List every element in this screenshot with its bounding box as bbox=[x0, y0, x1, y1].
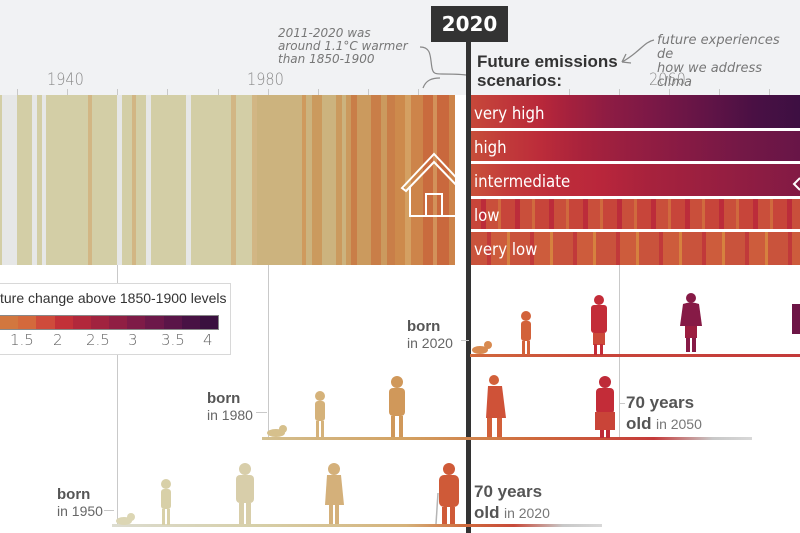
axis-tick bbox=[17, 89, 18, 95]
axis-tick bbox=[368, 89, 369, 95]
axis-tick bbox=[167, 89, 168, 95]
connector bbox=[461, 340, 469, 341]
axis-label-1940: 1940 bbox=[47, 70, 84, 90]
timeline-1980 bbox=[262, 437, 752, 440]
scenario-divider bbox=[468, 161, 800, 164]
year-marker-2020: 2020 bbox=[431, 6, 508, 42]
scenario-label-intermediate: intermediate bbox=[474, 172, 571, 192]
legend-title: ture change above 1850-1900 levels bbox=[0, 290, 227, 306]
legend-tick: 2 bbox=[53, 331, 63, 349]
climate-stripes-historical bbox=[0, 95, 800, 265]
child-icon bbox=[161, 479, 171, 525]
legend-tick: 4 bbox=[203, 331, 213, 349]
axis-tick bbox=[318, 89, 319, 95]
age-70-in-2050-label: 70 years old in 2050 bbox=[626, 393, 702, 433]
age-70-in-2020-label: 70 years old in 2020 bbox=[474, 482, 550, 522]
axis-tick bbox=[268, 89, 269, 95]
born-1950-label: born in 1950 bbox=[57, 486, 103, 519]
note-future: future experiences de how we address cli… bbox=[657, 33, 780, 90]
legend-colorbar bbox=[0, 315, 219, 330]
adult-icon bbox=[680, 293, 702, 352]
axis-label-2060: 2060 bbox=[649, 70, 686, 90]
baby-icon bbox=[472, 341, 492, 354]
scenario-label-very-low: very low bbox=[474, 240, 538, 260]
legend-tick: 3 bbox=[128, 331, 138, 349]
scenario-divider bbox=[468, 196, 800, 199]
diamond-marker-icon bbox=[792, 177, 800, 191]
scenario-stripes-high bbox=[467, 129, 800, 163]
baby-icon bbox=[267, 425, 287, 437]
timeline-2020 bbox=[470, 354, 800, 357]
axis-tick bbox=[669, 89, 670, 95]
child-icon bbox=[521, 311, 531, 355]
born-1980-label: born in 1980 bbox=[207, 390, 253, 423]
scenario-label-high: high bbox=[474, 138, 507, 158]
elder-with-cane-icon bbox=[435, 463, 459, 525]
child-icon bbox=[315, 391, 325, 437]
scenario-stripes-very-high bbox=[467, 95, 800, 129]
adult-icon bbox=[389, 376, 405, 437]
scenario-stripes-very-low bbox=[467, 231, 800, 265]
axis-tick bbox=[117, 89, 118, 95]
axis-tick bbox=[719, 89, 720, 95]
adult-icon bbox=[591, 295, 607, 355]
connector bbox=[104, 510, 114, 511]
connector bbox=[256, 412, 267, 413]
legend-tick: 3.5 bbox=[161, 331, 185, 349]
scenario-divider bbox=[468, 229, 800, 232]
scenario-label-low: low bbox=[474, 206, 500, 226]
scenario-stripes-intermediate bbox=[467, 163, 800, 197]
header-band bbox=[0, 0, 800, 95]
gridline-1980 bbox=[268, 265, 269, 440]
axis-label-1980: 1980 bbox=[247, 70, 284, 90]
color-legend: ture change above 1850-1900 levels 1.5 2… bbox=[0, 283, 231, 355]
arrow-left-icon bbox=[621, 39, 655, 64]
future-scenarios-title: Future emissions scenarios: bbox=[477, 52, 618, 90]
scenario-stripes-low bbox=[467, 197, 800, 231]
adult-icon bbox=[792, 304, 800, 334]
axis-tick bbox=[418, 89, 419, 95]
axis-tick bbox=[619, 89, 620, 95]
year-marker-line bbox=[466, 42, 471, 533]
adult-icon bbox=[236, 463, 254, 524]
adult-icon bbox=[486, 375, 506, 437]
elder-icon bbox=[595, 376, 615, 438]
bracket-icon bbox=[419, 46, 467, 89]
legend-tick: 1.5 bbox=[10, 331, 34, 349]
scenario-divider bbox=[468, 128, 800, 131]
scenario-label-very-high: very high bbox=[474, 104, 545, 124]
axis-tick bbox=[569, 89, 570, 95]
legend-tick: 2.5 bbox=[86, 331, 110, 349]
axis-tick bbox=[769, 89, 770, 95]
note-past-warming: 2011-2020 was around 1.1°C warmer than 1… bbox=[278, 26, 408, 66]
adult-icon bbox=[325, 463, 344, 524]
gridline-1950 bbox=[117, 265, 118, 525]
axis-tick bbox=[67, 89, 68, 95]
axis-tick bbox=[218, 89, 219, 95]
connector bbox=[620, 403, 625, 404]
gridline-2050 bbox=[619, 265, 620, 440]
house-icon bbox=[400, 152, 468, 217]
timeline-1950 bbox=[112, 524, 602, 527]
baby-icon bbox=[116, 513, 135, 525]
born-2020-label: born in 2020 bbox=[407, 318, 453, 351]
